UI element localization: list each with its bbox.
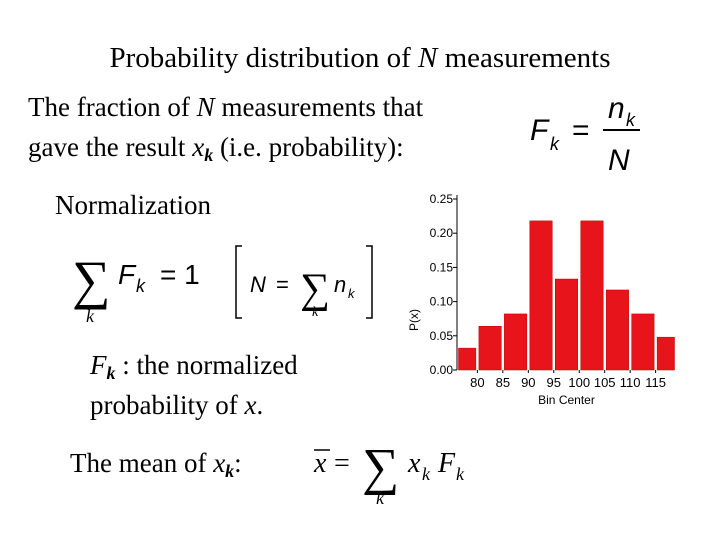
text-line: probability of x. [90, 390, 263, 420]
text: x [191, 132, 204, 162]
y-tick-label: 0.20 [430, 226, 454, 240]
bar [580, 220, 604, 371]
text: x [212, 448, 225, 478]
y-tick-label: 0.15 [430, 260, 454, 274]
text: k [225, 461, 234, 481]
x-tick-label: 110 [620, 375, 641, 390]
formula-count: N = ∑ k n k [235, 245, 373, 320]
y-tick-label: 0.05 [430, 329, 454, 343]
text: k [107, 363, 116, 383]
x-tick-label: 80 [470, 375, 484, 390]
y-tick-label: 0.10 [430, 295, 454, 309]
slide-title: Probability distribution of N measuremen… [109, 42, 610, 74]
text: The mean of [70, 448, 213, 478]
text-line: The mean of xk: [70, 448, 242, 481]
x-axis-label: Bin Center [538, 393, 595, 407]
text: k [204, 145, 213, 165]
formula-fraction: F k = n k N [530, 92, 640, 177]
formula-mean: x = ∑ k x k F k [313, 439, 465, 508]
heading: Normalization [55, 190, 211, 220]
text: probability of [90, 390, 244, 420]
text-line: Fk : the normalized [89, 350, 298, 383]
x-tick-label: 90 [521, 375, 535, 390]
symbol: k [86, 306, 95, 326]
bar [478, 325, 502, 371]
bar [504, 313, 528, 371]
text-line: The fraction of N measurements that [28, 92, 424, 122]
text: (i.e. probability): [213, 132, 403, 162]
symbol: = 1 [160, 259, 200, 290]
symbol: F [437, 448, 456, 479]
text: : [234, 448, 242, 478]
text: gave the result [28, 132, 192, 162]
symbol: n [334, 272, 346, 297]
symbol: k [312, 305, 319, 320]
histogram-chart: 0.00 0.05 0.10 0.15 0.20 0.25 80 85 90 95 100 105 11… [407, 192, 675, 407]
text: F [89, 350, 107, 380]
symbol: N [250, 272, 266, 297]
symbol: N [608, 144, 630, 177]
symbol: = [572, 114, 590, 147]
text: Probability distribution of [109, 42, 418, 74]
symbol: k [626, 110, 636, 130]
symbol: F [118, 259, 137, 290]
bar [555, 278, 578, 371]
text: : the normalized [116, 350, 299, 380]
text: x [243, 390, 256, 420]
bar [458, 347, 477, 371]
bar [529, 220, 553, 371]
text-line: gave the result xk (i.e. probability): [28, 132, 404, 165]
symbol: ∑ [300, 266, 330, 312]
x-tick-label: 95 [547, 375, 561, 390]
x-tick-label: 105 [594, 375, 616, 390]
y-axis-label: P(x) [407, 309, 421, 331]
symbol: ∑ [362, 439, 399, 496]
symbol: = [276, 272, 289, 297]
x-tick-label: 115 [645, 375, 666, 390]
y-tick-label: 0.25 [430, 192, 454, 206]
bracket [235, 245, 373, 319]
bar [605, 289, 629, 371]
symbol: ∑ [72, 250, 111, 310]
symbol: n [608, 92, 625, 125]
symbol: k [136, 276, 146, 296]
y-tick-label: 0.00 [430, 363, 454, 377]
x-tick-label: 100 [568, 375, 590, 390]
symbol: k [348, 286, 356, 301]
text: . [256, 390, 263, 420]
symbol: k [456, 464, 465, 484]
symbol: F [530, 114, 550, 147]
symbol: = [334, 448, 350, 479]
symbol: x [313, 448, 327, 479]
text: The fraction of [28, 92, 197, 122]
text: N [196, 92, 217, 122]
bar [631, 313, 655, 371]
symbol: k [550, 134, 560, 154]
bar [656, 336, 675, 371]
text: N [417, 42, 439, 74]
text: measurements that [215, 92, 424, 122]
formula-norm: ∑ k F k = 1 [72, 250, 200, 326]
symbol: k [376, 488, 385, 508]
x-tick-label: 85 [496, 375, 510, 390]
text: measurements [437, 42, 610, 74]
symbol: x [407, 448, 421, 479]
symbol: k [422, 464, 431, 484]
